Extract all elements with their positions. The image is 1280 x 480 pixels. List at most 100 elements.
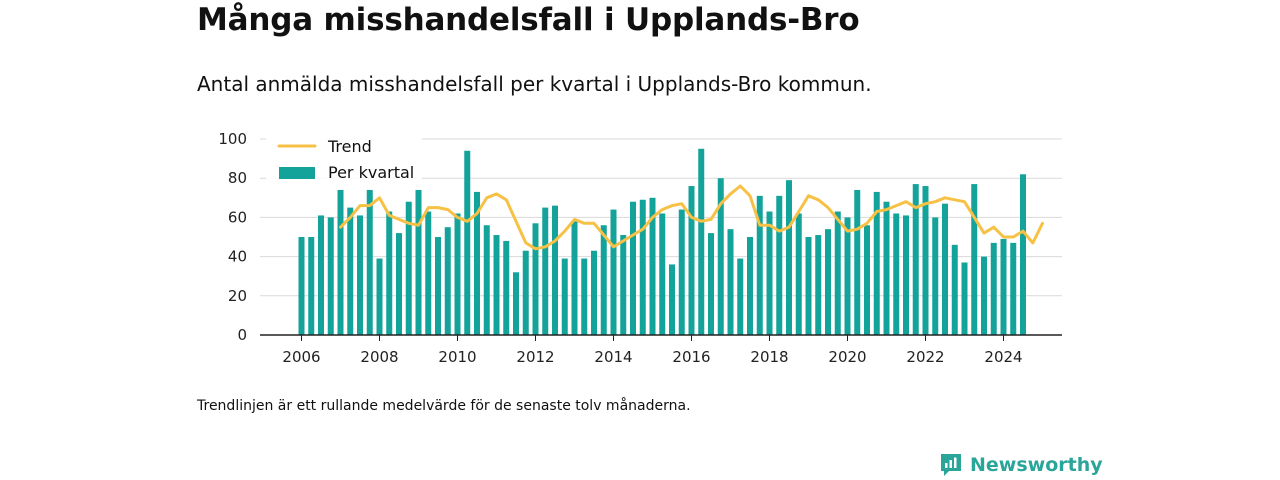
bar <box>493 235 500 335</box>
bar <box>903 215 909 335</box>
trend-series <box>339 184 1044 251</box>
chart-title: Många misshandelsfall i Upplands-Bro <box>197 2 860 38</box>
bar <box>659 213 666 335</box>
bar <box>405 201 412 335</box>
bar <box>747 237 753 335</box>
bar <box>727 229 734 335</box>
bar <box>756 195 763 335</box>
y-tick-label: 40 <box>228 248 247 266</box>
bar <box>834 211 841 335</box>
bar <box>805 237 812 335</box>
bar <box>532 223 539 335</box>
brand-name: Newsworthy <box>970 454 1103 476</box>
y-axis-tick-labels: 0 20 40 60 80 100 <box>218 130 247 344</box>
bar-series <box>298 148 1026 335</box>
bar <box>561 258 568 335</box>
bar <box>825 229 831 335</box>
bar <box>883 201 890 335</box>
bar <box>981 256 987 335</box>
bar <box>522 250 529 335</box>
bar <box>717 178 724 335</box>
bar <box>854 189 861 335</box>
bar <box>844 217 851 335</box>
bar <box>688 186 695 335</box>
bar <box>922 186 929 335</box>
bar <box>737 258 744 335</box>
bar <box>873 191 880 335</box>
bar <box>1010 242 1017 335</box>
bar <box>600 225 607 335</box>
legend-bar-swatch <box>279 167 315 179</box>
bar <box>893 213 900 335</box>
bar <box>366 189 373 335</box>
bar <box>698 148 705 335</box>
y-tick-label: 100 <box>218 130 247 148</box>
bar <box>1020 174 1026 335</box>
bar <box>776 195 783 335</box>
bar <box>425 211 432 335</box>
footnote: Trendlinjen är ett rullande medelvärde f… <box>197 398 691 414</box>
x-tick-label: 2008 <box>360 348 398 366</box>
bar <box>454 213 461 335</box>
bar <box>327 217 334 335</box>
bar <box>815 235 822 335</box>
bar <box>337 189 344 335</box>
bar <box>298 237 305 335</box>
bar <box>444 227 451 335</box>
chart-subtitle: Antal anmälda misshandelsfall per kvarta… <box>197 72 872 96</box>
bar <box>990 242 997 335</box>
legend-bar-label: Per kvartal <box>328 163 414 182</box>
bar <box>581 258 588 335</box>
bar <box>483 225 490 335</box>
x-axis: 2006 2008 2010 2012 2014 2016 2018 2020 2022 2024 <box>260 334 1062 366</box>
x-tick-label: 2020 <box>828 348 866 366</box>
bar <box>669 264 675 335</box>
bar <box>708 233 714 335</box>
y-tick-label: 0 <box>237 326 247 344</box>
x-tick-label: 2014 <box>594 348 632 366</box>
y-tick-label: 80 <box>228 169 247 187</box>
bar <box>951 244 958 335</box>
x-tick-label: 2018 <box>750 348 788 366</box>
bar <box>513 272 519 335</box>
bar <box>308 237 315 335</box>
bar <box>912 184 919 335</box>
bar <box>961 262 968 335</box>
x-tick-label: 2022 <box>906 348 944 366</box>
bar <box>932 217 939 335</box>
bar <box>503 240 510 335</box>
y-tick-label: 20 <box>228 287 247 305</box>
bar <box>357 215 363 335</box>
bar <box>766 211 773 335</box>
bar <box>386 211 393 335</box>
legend-trend-label: Trend <box>327 137 372 156</box>
x-tick-label: 2012 <box>516 348 554 366</box>
bar <box>639 199 646 335</box>
bar <box>786 180 792 335</box>
bar <box>610 209 617 335</box>
bar <box>318 215 324 335</box>
bar <box>630 201 636 335</box>
brand-logo[interactable]: Newsworthy <box>939 451 1103 479</box>
bar <box>591 250 597 335</box>
trend-line <box>339 184 1044 251</box>
bar <box>435 237 441 335</box>
bar <box>620 235 627 335</box>
bar <box>464 150 471 335</box>
bar <box>864 225 870 335</box>
y-tick-label: 60 <box>228 208 247 226</box>
x-tick-label: 2024 <box>984 348 1022 366</box>
x-tick-label: 2016 <box>672 348 710 366</box>
legend: Trend Per kvartal <box>266 130 422 188</box>
bar <box>474 191 480 335</box>
bar <box>571 221 578 335</box>
bar <box>552 205 558 335</box>
bar <box>971 184 978 335</box>
x-tick-label: 2006 <box>282 348 320 366</box>
bar <box>396 233 402 335</box>
bar <box>1000 238 1007 335</box>
bar <box>795 213 802 335</box>
bar <box>649 197 656 335</box>
bar <box>542 207 549 335</box>
